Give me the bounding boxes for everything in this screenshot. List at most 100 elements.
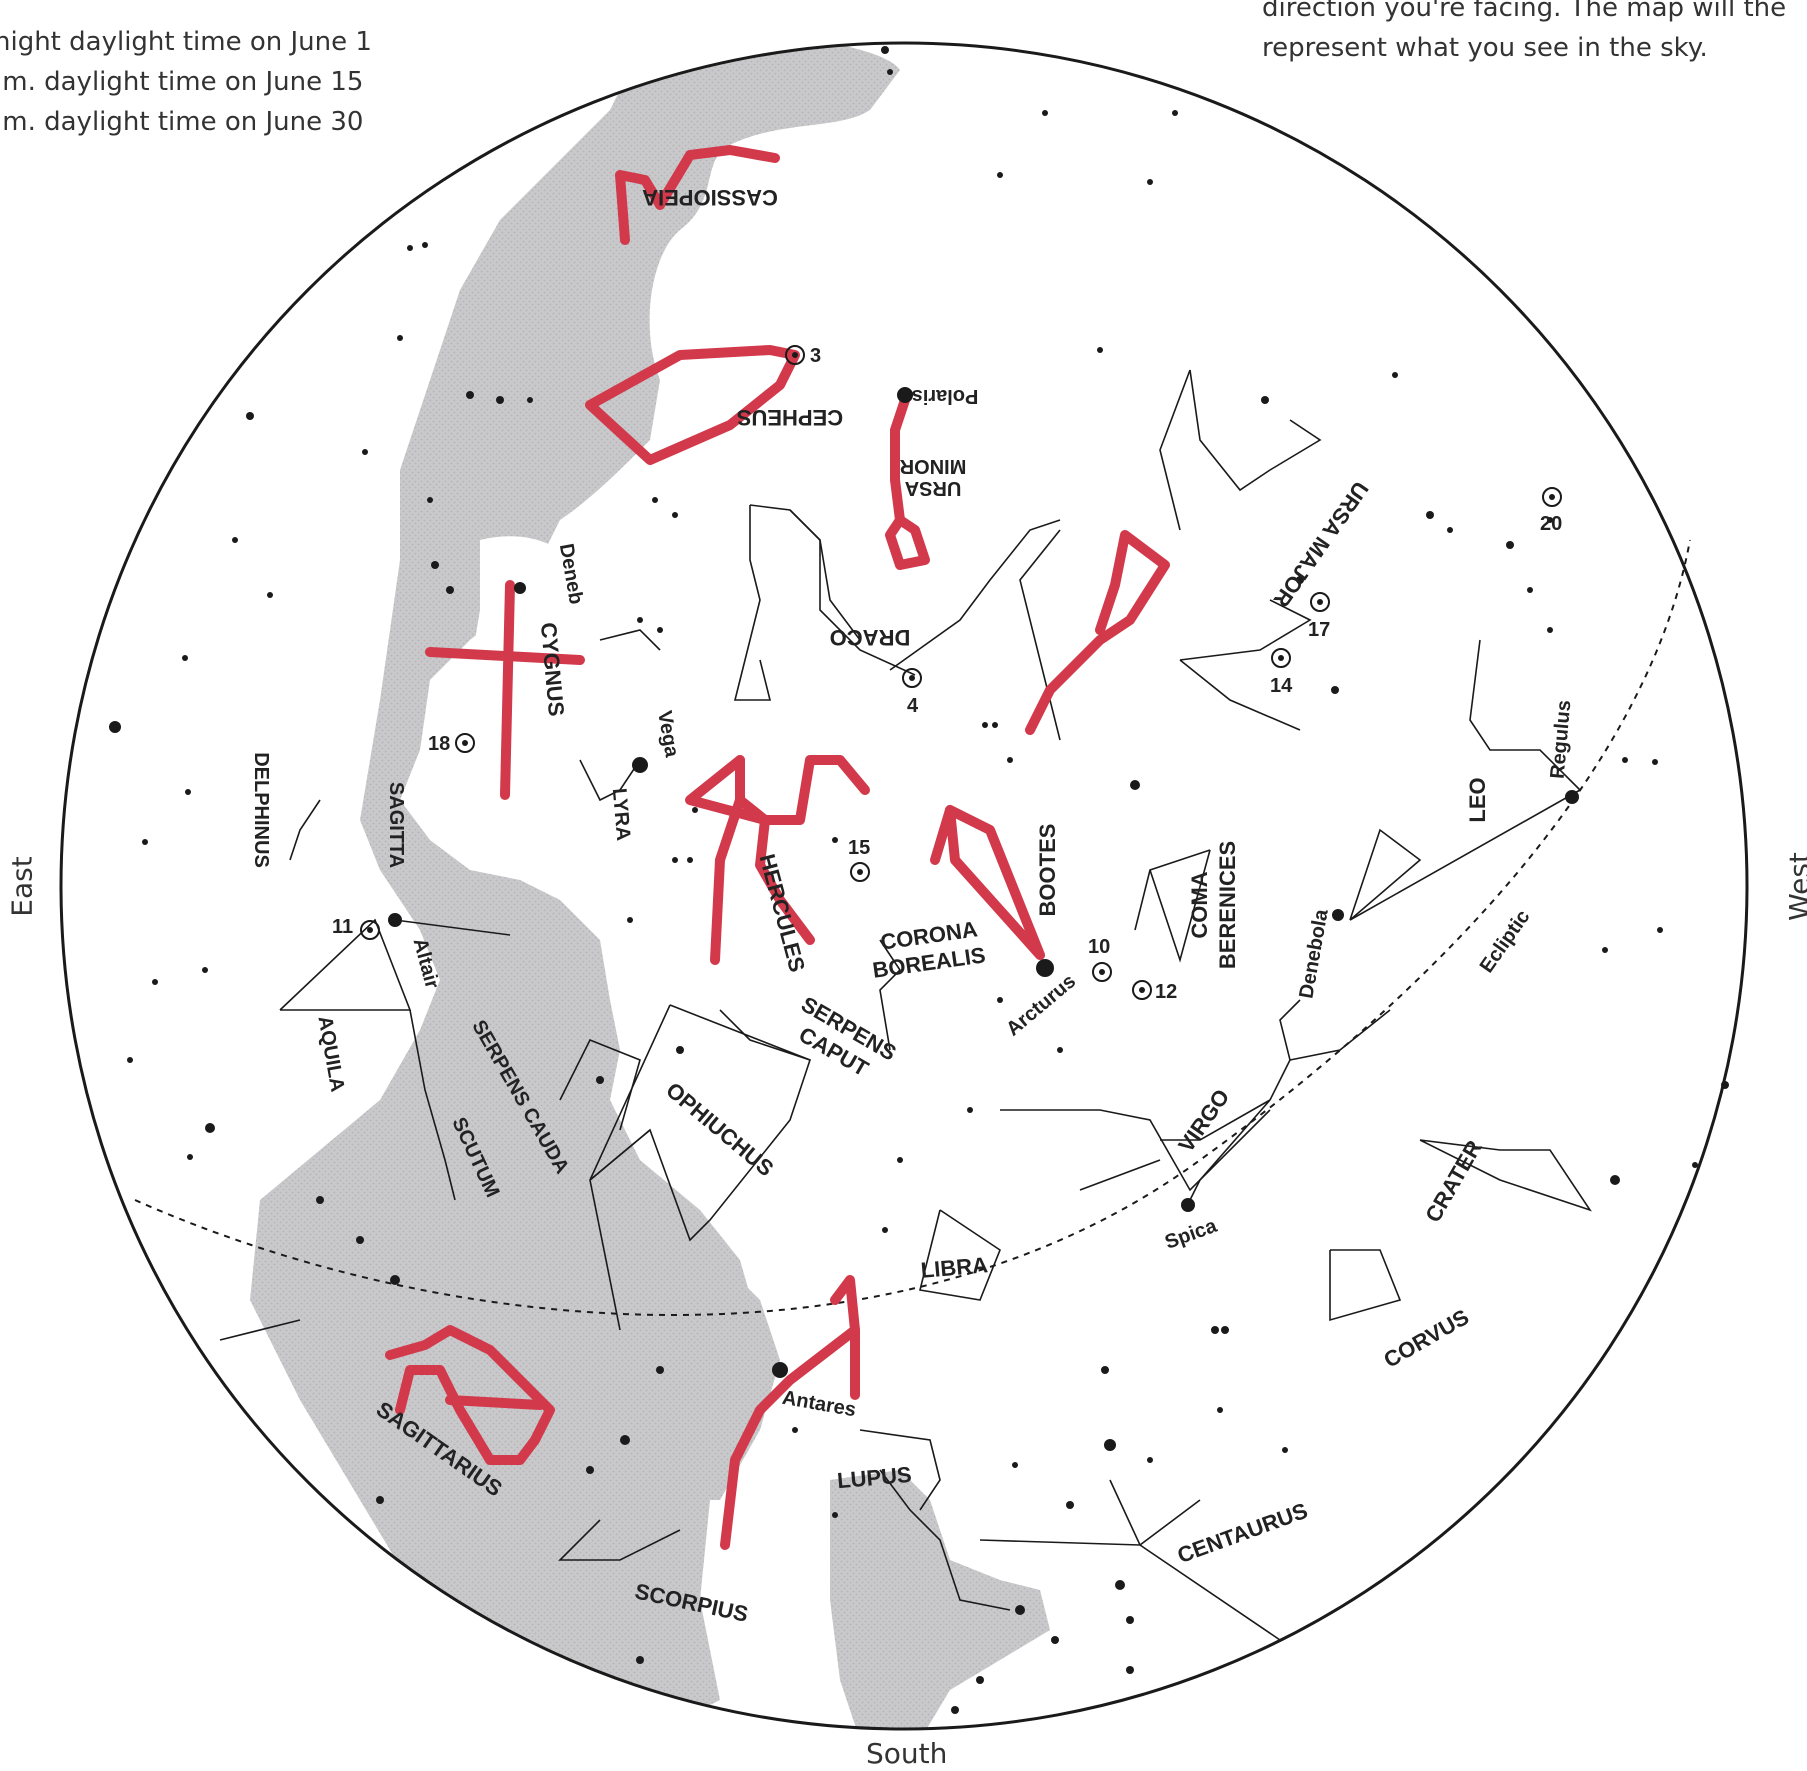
star bbox=[527, 397, 533, 403]
cygnus-horizontal bbox=[425, 647, 585, 665]
star bbox=[1426, 511, 1434, 519]
label-polaris: Polaris bbox=[912, 385, 979, 407]
star bbox=[1115, 1580, 1125, 1590]
star bbox=[997, 997, 1003, 1003]
scorpius-arc bbox=[720, 1275, 860, 1550]
star bbox=[620, 1435, 630, 1445]
star bbox=[109, 721, 121, 733]
label-draco: DRACO bbox=[830, 625, 911, 650]
label-cassiopeia: CASSIOPEIA bbox=[642, 185, 778, 210]
star bbox=[636, 1656, 644, 1664]
star bbox=[407, 245, 413, 251]
star bbox=[187, 1154, 193, 1160]
dso-label-17: 17 bbox=[1308, 619, 1330, 641]
time-caption: night daylight time on June 1 .m. daylig… bbox=[0, 22, 372, 142]
star bbox=[1147, 179, 1153, 185]
star bbox=[672, 857, 678, 863]
deep-sky-centers bbox=[367, 352, 1555, 993]
label-coma-berenices-1: COMA bbox=[1187, 871, 1212, 938]
star bbox=[205, 1123, 215, 1133]
star bbox=[1130, 780, 1140, 790]
star bbox=[692, 807, 698, 813]
dso-label-10: 10 bbox=[1088, 936, 1110, 958]
label-hercules: HERCULES bbox=[755, 851, 810, 974]
hercules-leg bbox=[710, 795, 745, 965]
south-label: South bbox=[866, 1737, 948, 1770]
star bbox=[431, 561, 439, 569]
star bbox=[882, 1227, 888, 1233]
label-crater: CRATER bbox=[1420, 1136, 1487, 1227]
star bbox=[1126, 1616, 1134, 1624]
bootes-line bbox=[930, 805, 955, 865]
dso-label-4: 4 bbox=[907, 695, 919, 717]
star bbox=[951, 1706, 959, 1714]
arcturus-star bbox=[1036, 959, 1054, 977]
star bbox=[1051, 1636, 1059, 1644]
caption-line-3: .m. daylight time on June 30 bbox=[0, 107, 364, 137]
star bbox=[496, 396, 504, 404]
star bbox=[657, 627, 663, 633]
star bbox=[376, 1496, 384, 1504]
star bbox=[1012, 1462, 1018, 1468]
star bbox=[185, 789, 191, 795]
star bbox=[466, 391, 474, 399]
label-corvus: CORVUS bbox=[1379, 1304, 1473, 1373]
label-ophiuchus: OPHIUCHUS bbox=[661, 1077, 778, 1181]
highlighted-asterisms bbox=[385, 145, 1170, 1550]
star bbox=[1527, 587, 1533, 593]
instruction-line-1: direction you're facing. The map will th… bbox=[1262, 0, 1787, 23]
hercules-body-2 bbox=[685, 755, 870, 825]
star bbox=[792, 1427, 798, 1433]
sagittarius-teapot-base bbox=[445, 1395, 545, 1410]
star bbox=[1657, 927, 1663, 933]
label-ursa-minor-2: MINOR bbox=[899, 455, 966, 477]
regulus-star bbox=[1565, 790, 1579, 804]
label-lyra: LYRA bbox=[608, 787, 635, 841]
star bbox=[1602, 947, 1608, 953]
star bbox=[1392, 372, 1398, 378]
star bbox=[976, 1676, 984, 1684]
star bbox=[1007, 757, 1013, 763]
star bbox=[967, 1107, 973, 1113]
caption-line-1: night daylight time on June 1 bbox=[0, 27, 372, 57]
star bbox=[427, 497, 433, 503]
dso-label-11: 11 bbox=[332, 916, 353, 938]
label-libra: LIBRA bbox=[920, 1252, 989, 1283]
label-aquila: AQUILA bbox=[313, 1014, 348, 1093]
cassiopeia-asterism bbox=[615, 145, 780, 245]
star bbox=[1652, 759, 1658, 765]
star bbox=[1506, 541, 1514, 549]
bright-stars bbox=[388, 387, 1579, 1378]
star bbox=[1692, 1162, 1698, 1168]
star bbox=[182, 655, 188, 661]
milky-way bbox=[250, 43, 1050, 1729]
star bbox=[356, 1236, 364, 1244]
label-ursa-minor-1: URSA bbox=[905, 477, 962, 499]
star bbox=[1610, 1175, 1620, 1185]
star bbox=[390, 1275, 400, 1285]
label-denebola: Denebola bbox=[1295, 907, 1332, 1000]
star bbox=[127, 1057, 133, 1063]
hercules-body-1 bbox=[735, 755, 815, 945]
horizon-circle bbox=[59, 41, 1749, 1731]
star bbox=[881, 46, 889, 54]
star bbox=[1147, 1457, 1153, 1463]
star bbox=[1172, 110, 1178, 116]
dso-label-15: 15 bbox=[848, 837, 870, 859]
star bbox=[672, 512, 678, 518]
star bbox=[1057, 1047, 1063, 1053]
star bbox=[142, 839, 148, 845]
label-regulus: Regulus bbox=[1547, 699, 1576, 780]
constellation-lines bbox=[219, 369, 1592, 1641]
star bbox=[656, 1366, 664, 1374]
star bbox=[1622, 757, 1628, 763]
label-sagitta: SAGITTA bbox=[385, 782, 407, 868]
deep-sky-markers bbox=[360, 345, 1562, 1000]
deneb-star bbox=[514, 582, 526, 594]
star bbox=[596, 1076, 604, 1084]
label-centaurus: CENTAURUS bbox=[1174, 1498, 1311, 1568]
star bbox=[152, 979, 158, 985]
star bbox=[1126, 1666, 1134, 1674]
label-ursa-major: URSA MAJOR bbox=[1269, 477, 1374, 612]
